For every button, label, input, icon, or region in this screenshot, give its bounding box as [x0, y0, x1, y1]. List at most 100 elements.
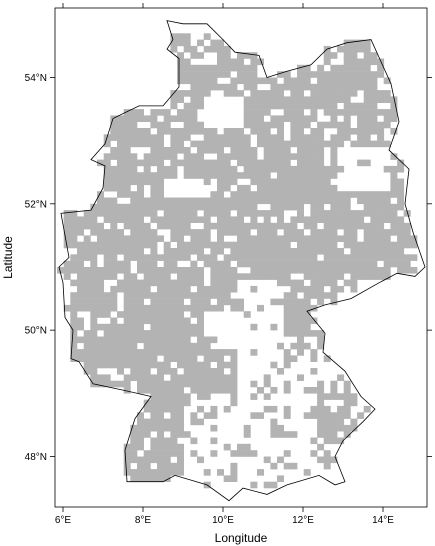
grid-cell [257, 304, 264, 312]
grid-cell [383, 254, 391, 261]
grid-cell [277, 115, 284, 122]
grid-cell [130, 140, 138, 148]
grid-cell [370, 58, 378, 66]
grid-cell [177, 349, 184, 356]
grid-cell [297, 71, 304, 78]
grid-cell [303, 134, 311, 141]
grid-cell [110, 184, 118, 192]
grid-cell [283, 203, 291, 211]
grid-cell [297, 311, 304, 318]
grid-cell [203, 197, 211, 205]
grid-cell [263, 172, 271, 179]
grid-cell [310, 273, 318, 280]
grid-cell [143, 159, 151, 167]
grid-cell [297, 248, 304, 255]
grid-cell [123, 336, 131, 344]
grid-cell [250, 481, 258, 489]
grid-cell [157, 159, 164, 167]
grid-cell [197, 159, 204, 167]
grid-cell [143, 304, 151, 312]
grid-cell [217, 172, 224, 179]
grid-cell [323, 241, 331, 249]
grid-cell [343, 191, 351, 198]
grid-cell [117, 229, 124, 236]
grid-cell [163, 330, 171, 337]
grid-cell [323, 292, 331, 299]
grid-cell [303, 77, 311, 85]
grid-cell [123, 342, 131, 350]
grid-cell [177, 456, 184, 464]
grid-cell [350, 83, 358, 91]
grid-cell [210, 165, 218, 173]
grid-cell [370, 241, 378, 249]
grid-cell [170, 311, 178, 318]
grid-cell [317, 399, 325, 407]
grid-cell [337, 197, 345, 205]
grid-cell [297, 109, 304, 116]
grid-cell [350, 254, 358, 261]
grid-cell [143, 165, 151, 173]
grid-cell [243, 273, 251, 280]
grid-cell [277, 71, 284, 78]
grid-cell [97, 323, 104, 331]
grid-cell [190, 349, 198, 356]
grid-cell [270, 165, 278, 173]
grid-cell [263, 241, 271, 249]
plot-frame [54, 7, 428, 508]
grid-cell [230, 222, 238, 230]
grid-cell [237, 229, 244, 236]
grid-cell [183, 58, 191, 66]
grid-cell [203, 241, 211, 249]
grid-cell [217, 203, 224, 211]
grid-cell [283, 431, 291, 438]
grid-cell [150, 159, 158, 167]
grid-cell [363, 90, 371, 97]
grid-cell [143, 210, 151, 217]
grid-cell [270, 323, 278, 331]
grid-cell [270, 273, 278, 280]
grid-cell [403, 235, 411, 242]
grid-cell [177, 285, 184, 293]
grid-cell [177, 128, 184, 135]
grid-cell [117, 260, 124, 268]
grid-cell [70, 330, 78, 337]
grid-cell [277, 368, 284, 375]
grid-cell [177, 109, 184, 116]
grid-cell [330, 260, 338, 268]
grid-cell [203, 260, 211, 268]
grid-cell [223, 197, 231, 205]
grid-cell [410, 241, 418, 249]
grid-cell [343, 134, 351, 141]
grid-cell [303, 172, 311, 179]
grid-cell [403, 210, 411, 217]
grid-cell [330, 210, 338, 217]
grid-cell [223, 279, 231, 287]
grid-cell [237, 64, 244, 72]
grid-cell [137, 431, 144, 438]
grid-cell [330, 96, 338, 103]
grid-cell [257, 235, 264, 242]
grid-cell [290, 462, 298, 470]
grid-cell [110, 267, 118, 274]
grid-cell [383, 109, 391, 116]
grid-cell [90, 285, 98, 293]
grid-cell [83, 361, 91, 369]
grid-cell [203, 128, 211, 135]
grid-cell [177, 279, 184, 287]
grid-cell [137, 424, 144, 432]
grid-cell [323, 102, 331, 110]
grid-cell [137, 330, 144, 337]
grid-cell [370, 260, 378, 268]
grid-cell [143, 336, 151, 344]
grid-cell [137, 210, 144, 217]
grid-cell [197, 153, 204, 160]
grid-cell [283, 153, 291, 160]
grid-cell [170, 424, 178, 432]
grid-cell [350, 71, 358, 78]
grid-cell [163, 311, 171, 318]
grid-cell [403, 222, 411, 230]
grid-cell [170, 285, 178, 293]
grid-cell [183, 361, 191, 369]
grid-cell [203, 229, 211, 236]
grid-cell [123, 374, 131, 381]
